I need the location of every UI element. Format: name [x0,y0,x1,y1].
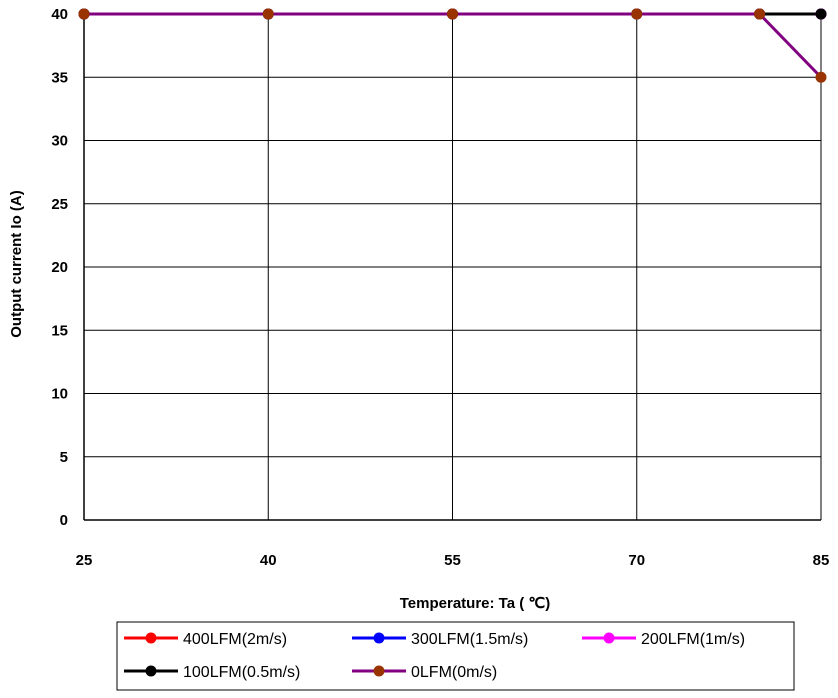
legend: 400LFM(2m/s) 300LFM(1.5m/s) 200LFM(1m/s) 10… [124,631,745,681]
y-tick-label: 15 [51,322,68,339]
y-tick-label: 20 [51,259,68,276]
data-point [447,8,458,20]
data-point [815,8,827,20]
x-tick-label: 25 [76,552,93,569]
legend-box [116,621,795,691]
legend-marker [603,632,615,644]
y-tick-label: 10 [51,386,68,403]
data-point [262,8,274,20]
data-point [754,8,766,20]
x-axis-title: Temperature: Ta ( ℃) [400,595,550,612]
legend-marker [373,632,385,644]
y-tick-labels: 0 5 10 15 20 25 30 35 40 [51,6,68,529]
legend-label: 100LFM(0.5m/s) [183,664,300,681]
data-point [78,8,90,20]
data-point [815,71,827,83]
legend-label: 400LFM(2m/s) [183,631,287,648]
x-tick-label: 70 [628,552,645,569]
x-tick-label: 85 [813,552,830,569]
legend-label: 200LFM(1m/s) [641,631,745,648]
series-group [78,8,827,83]
y-tick-label: 25 [51,196,68,213]
y-axis-title: Output current Io (A) [8,190,25,337]
data-point [631,8,643,20]
legend-label: 0LFM(0m/s) [411,664,497,681]
legend-label: 300LFM(1.5m/s) [411,631,528,648]
x-tick-label: 55 [444,552,461,569]
y-tick-label: 40 [51,6,68,23]
y-tick-label: 35 [51,69,68,86]
series-line [84,12,823,79]
y-tick-label: 5 [60,449,68,466]
y-tick-label: 30 [51,133,68,150]
x-tick-labels: 25 40 55 70 85 [76,552,830,569]
legend-marker [145,665,157,677]
x-tick-label: 40 [260,552,277,569]
axes [83,14,821,521]
legend-marker [145,632,157,644]
y-tick-label: 0 [60,512,68,529]
legend-marker [373,665,385,677]
